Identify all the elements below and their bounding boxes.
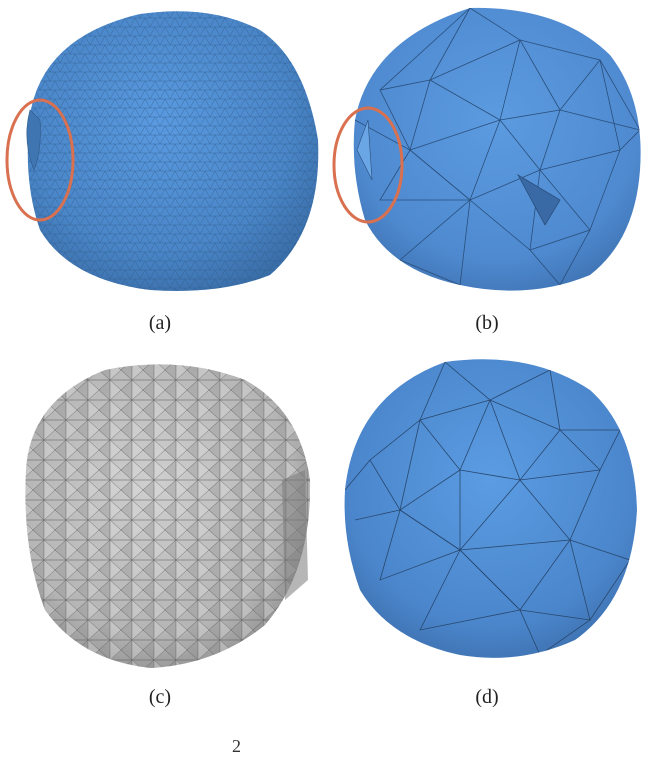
- panel-c-side-band: [282, 470, 308, 600]
- panel-b-highlight-circle: [332, 106, 404, 224]
- caption-b: (b): [475, 312, 499, 334]
- panel-d-surface: [344, 359, 637, 658]
- panel-c-wireframe: [25, 364, 311, 668]
- panel-a-wireframe: [27, 11, 319, 291]
- caption-c: (c): [148, 686, 172, 708]
- panel-a-mesh: [5, 11, 319, 291]
- panel-c-mesh: [25, 364, 311, 668]
- panel-d-wireframe: [344, 361, 631, 656]
- panel-b-mesh: [332, 7, 641, 291]
- panel-b-wireframe: [354, 7, 641, 286]
- panel-a-highlight-circle: [5, 98, 75, 222]
- caption-a: (a): [148, 312, 172, 334]
- panel-b-surface: [353, 7, 641, 291]
- cut-off-text-fragment: 2: [232, 736, 241, 756]
- panel-b-notch: [516, 173, 561, 226]
- panel-b-bump: [356, 119, 373, 181]
- panel-a-bump: [26, 109, 41, 171]
- panel-d-mesh: [344, 359, 637, 658]
- caption-d: (d): [475, 686, 499, 708]
